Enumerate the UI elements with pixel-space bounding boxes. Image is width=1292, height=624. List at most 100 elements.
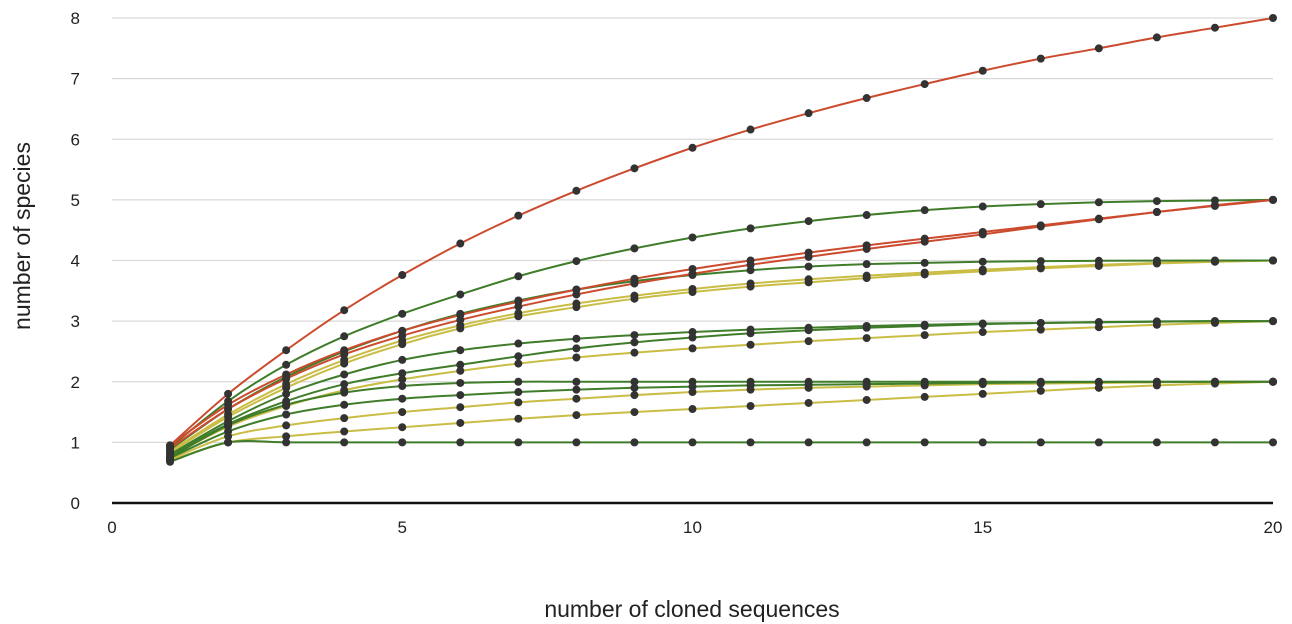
data-point-series-15 — [224, 438, 233, 447]
data-point-series-4 — [282, 360, 291, 369]
data-point-series-7 — [514, 312, 523, 321]
data-point-series-13 — [746, 385, 755, 394]
data-point-series-3 — [1152, 208, 1161, 216]
data-point-series-4 — [862, 211, 871, 220]
data-point-series-5 — [572, 285, 581, 294]
series-line-12 — [169, 380, 1274, 460]
data-point-series-13 — [978, 380, 987, 389]
data-point-series-1 — [572, 186, 581, 195]
data-point-series-4 — [1152, 197, 1161, 206]
data-point-series-14 — [1210, 379, 1219, 388]
data-point-series-9 — [340, 380, 349, 389]
data-point-series-14 — [630, 408, 639, 417]
data-point-series-15 — [456, 438, 465, 447]
data-point-series-14 — [688, 405, 697, 414]
data-point-series-1 — [630, 164, 639, 173]
data-point-series-15 — [1094, 438, 1103, 447]
data-point-series-7 — [630, 294, 639, 303]
data-point-series-11 — [340, 388, 349, 397]
data-point-series-10 — [1152, 320, 1161, 329]
data-point-series-10 — [978, 328, 987, 337]
data-point-series-15 — [688, 438, 697, 447]
data-point-series-11 — [572, 377, 581, 386]
data-point-series-7 — [1036, 264, 1045, 273]
data-point-series-7 — [282, 383, 291, 392]
data-point-series-9 — [920, 321, 929, 330]
data-point-series-5 — [398, 326, 407, 335]
data-point-series-11 — [398, 381, 407, 390]
data-point-series-12 — [630, 383, 639, 392]
data-point-series-15 — [514, 438, 523, 447]
data-point-series-15 — [166, 457, 175, 466]
data-point-series-5 — [978, 257, 987, 266]
data-point-series-1 — [1094, 44, 1103, 53]
data-point-series-4 — [746, 224, 755, 233]
data-point-series-5 — [920, 258, 929, 267]
data-point-series-1 — [1210, 23, 1219, 32]
data-point-series-4 — [1036, 200, 1045, 209]
data-point-series-11 — [456, 378, 465, 387]
data-point-series-4 — [804, 217, 813, 226]
data-point-series-9 — [456, 360, 465, 369]
data-point-series-10 — [398, 375, 407, 384]
data-point-series-4 — [920, 206, 929, 215]
gridlines — [112, 17, 1273, 443]
data-point-series-7 — [920, 270, 929, 279]
data-point-series-1 — [340, 306, 349, 315]
data-point-series-14 — [746, 402, 755, 410]
x-axis-title: number of cloned sequences — [544, 596, 839, 622]
data-point-series-3 — [1036, 222, 1045, 231]
data-point-series-14 — [572, 411, 581, 420]
data-point-series-14 — [456, 418, 465, 427]
data-point-series-13 — [1036, 379, 1045, 388]
y-tick-label: 3 — [71, 312, 80, 331]
data-point-series-10 — [1036, 325, 1045, 334]
data-point-series-11 — [282, 400, 291, 409]
data-point-series-3 — [514, 302, 523, 311]
data-point-series-13 — [282, 421, 291, 430]
data-point-series-4 — [1210, 196, 1219, 205]
data-point-series-11 — [224, 421, 233, 430]
data-point-series-7 — [1152, 259, 1161, 268]
data-point-series-7 — [1094, 261, 1103, 270]
data-point-series-10 — [1094, 323, 1103, 332]
data-point-series-15 — [340, 438, 349, 447]
data-point-series-7 — [746, 282, 755, 291]
data-point-series-1 — [1036, 54, 1045, 63]
data-point-series-9 — [862, 323, 871, 332]
x-tick-label: 20 — [1264, 518, 1283, 537]
y-axis-title: number of species — [9, 142, 35, 330]
data-point-series-10 — [456, 366, 465, 375]
data-point-series-1 — [978, 66, 987, 75]
data-point-series-15 — [398, 438, 407, 447]
data-point-series-1 — [398, 271, 407, 280]
data-point-series-7 — [1269, 256, 1277, 265]
data-point-series-10 — [514, 359, 523, 368]
data-point-series-13 — [224, 432, 233, 441]
y-tick-label: 6 — [71, 130, 80, 149]
data-point-series-8 — [514, 339, 523, 348]
y-tick-label: 8 — [71, 9, 80, 28]
data-point-series-3 — [978, 230, 987, 239]
data-point-series-14 — [804, 398, 813, 407]
data-point-series-7 — [456, 324, 465, 333]
series-line-4 — [169, 198, 1274, 449]
data-point-series-5 — [630, 277, 639, 286]
data-point-series-15 — [804, 438, 813, 447]
data-point-series-15 — [572, 438, 581, 447]
data-point-series-13 — [398, 408, 407, 417]
data-point-series-14 — [1269, 377, 1277, 386]
data-point-series-10 — [688, 344, 697, 353]
data-point-series-5 — [688, 271, 697, 280]
data-point-series-3 — [1094, 215, 1103, 224]
data-point-series-9 — [688, 333, 697, 342]
x-tick-label: 0 — [107, 518, 116, 537]
x-tick-label: 5 — [398, 518, 407, 537]
data-point-series-12 — [398, 394, 407, 403]
data-point-series-1 — [804, 109, 813, 118]
data-point-series-12 — [282, 410, 291, 419]
data-point-series-14 — [1094, 383, 1103, 392]
y-tick-label: 4 — [71, 252, 80, 271]
data-point-series-10 — [630, 348, 639, 357]
data-point-series-15 — [1210, 438, 1219, 447]
